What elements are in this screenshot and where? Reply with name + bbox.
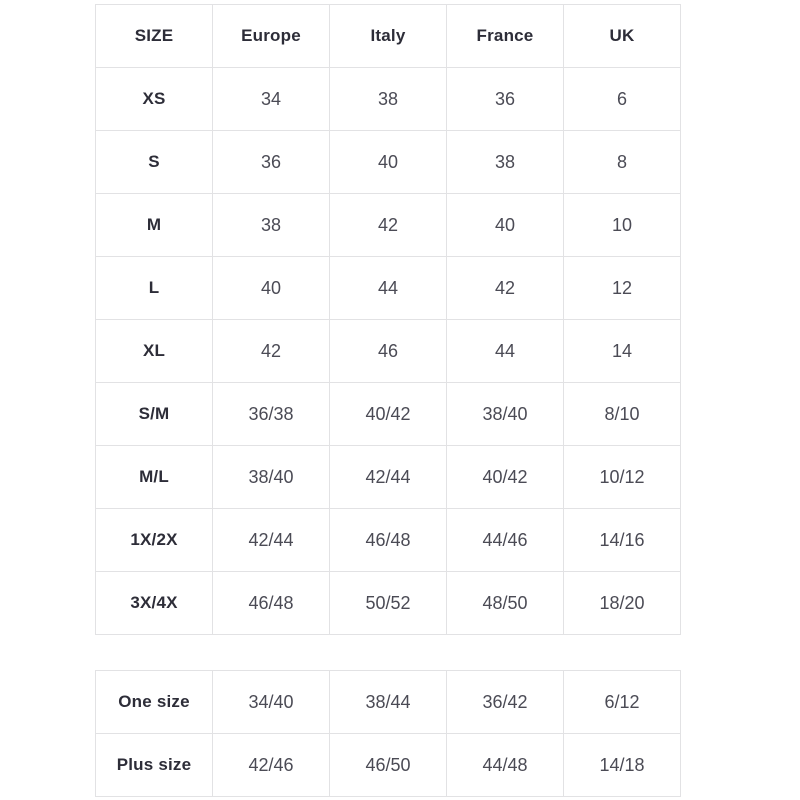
size-value-cell: 36	[212, 130, 330, 194]
size-value-cell: 6/12	[563, 670, 681, 734]
size-value-cell: 18/20	[563, 571, 681, 635]
table-row-xl: XL 42 46 44 14	[95, 319, 681, 383]
size-value-cell: 38/44	[329, 670, 447, 734]
size-value-cell: 42	[446, 256, 564, 320]
size-value-cell: 40/42	[446, 445, 564, 509]
size-label-cell: 3X/4X	[95, 571, 213, 635]
size-label-cell: M	[95, 193, 213, 257]
column-header-size: SIZE	[95, 4, 213, 68]
size-value-cell: 50/52	[329, 571, 447, 635]
size-value-cell: 44	[446, 319, 564, 383]
size-value-cell: 42/44	[212, 508, 330, 572]
size-value-cell: 46/48	[329, 508, 447, 572]
size-value-cell: 36	[446, 67, 564, 131]
table-row-plus-size: Plus size 42/46 46/50 44/48 14/18	[95, 733, 681, 797]
size-value-cell: 6	[563, 67, 681, 131]
column-header-france: France	[446, 4, 564, 68]
size-value-cell: 44/46	[446, 508, 564, 572]
size-value-cell: 38/40	[212, 445, 330, 509]
size-value-cell: 42	[329, 193, 447, 257]
size-label-cell: 1X/2X	[95, 508, 213, 572]
size-label-cell: XL	[95, 319, 213, 383]
size-value-cell: 14/18	[563, 733, 681, 797]
table-row-s-m: S/M 36/38 40/42 38/40 8/10	[95, 382, 681, 446]
size-value-cell: 38/40	[446, 382, 564, 446]
column-header-uk: UK	[563, 4, 681, 68]
size-label-cell: S/M	[95, 382, 213, 446]
size-value-cell: 40/42	[329, 382, 447, 446]
size-label-cell: XS	[95, 67, 213, 131]
size-value-cell: 34/40	[212, 670, 330, 734]
size-value-cell: 48/50	[446, 571, 564, 635]
size-value-cell: 42	[212, 319, 330, 383]
size-value-cell: 40	[446, 193, 564, 257]
size-value-cell: 42/44	[329, 445, 447, 509]
size-value-cell: 44/48	[446, 733, 564, 797]
size-value-cell: 38	[446, 130, 564, 194]
size-value-cell: 34	[212, 67, 330, 131]
size-value-cell: 36/42	[446, 670, 564, 734]
column-header-italy: Italy	[329, 4, 447, 68]
size-chart-table: SIZE Europe Italy France UK XS 34 38 36 …	[95, 4, 681, 635]
table-row-s: S 36 40 38 8	[95, 130, 681, 194]
special-sizes-table: One size 34/40 38/44 36/42 6/12 Plus siz…	[95, 670, 681, 797]
size-value-cell: 40	[329, 130, 447, 194]
size-value-cell: 8/10	[563, 382, 681, 446]
column-header-europe: Europe	[212, 4, 330, 68]
table-row-xs: XS 34 38 36 6	[95, 67, 681, 131]
size-value-cell: 14	[563, 319, 681, 383]
table-row-l: L 40 44 42 12	[95, 256, 681, 320]
size-value-cell: 46/48	[212, 571, 330, 635]
size-value-cell: 36/38	[212, 382, 330, 446]
table-row-m: M 38 42 40 10	[95, 193, 681, 257]
size-value-cell: 38	[212, 193, 330, 257]
size-value-cell: 46/50	[329, 733, 447, 797]
size-value-cell: 40	[212, 256, 330, 320]
size-label-cell: L	[95, 256, 213, 320]
size-value-cell: 42/46	[212, 733, 330, 797]
size-value-cell: 8	[563, 130, 681, 194]
table-row-one-size: One size 34/40 38/44 36/42 6/12	[95, 670, 681, 734]
size-label-cell: Plus size	[95, 733, 213, 797]
table-row-3x-4x: 3X/4X 46/48 50/52 48/50 18/20	[95, 571, 681, 635]
size-label-cell: S	[95, 130, 213, 194]
size-value-cell: 38	[329, 67, 447, 131]
size-conversion-chart: SIZE Europe Italy France UK XS 34 38 36 …	[95, 4, 681, 797]
size-value-cell: 10/12	[563, 445, 681, 509]
size-value-cell: 44	[329, 256, 447, 320]
size-value-cell: 10	[563, 193, 681, 257]
size-label-cell: One size	[95, 670, 213, 734]
size-label-cell: M/L	[95, 445, 213, 509]
table-row-m-l: M/L 38/40 42/44 40/42 10/12	[95, 445, 681, 509]
size-value-cell: 12	[563, 256, 681, 320]
header-row: SIZE Europe Italy France UK	[95, 4, 681, 68]
size-value-cell: 14/16	[563, 508, 681, 572]
size-value-cell: 46	[329, 319, 447, 383]
table-row-1x-2x: 1X/2X 42/44 46/48 44/46 14/16	[95, 508, 681, 572]
